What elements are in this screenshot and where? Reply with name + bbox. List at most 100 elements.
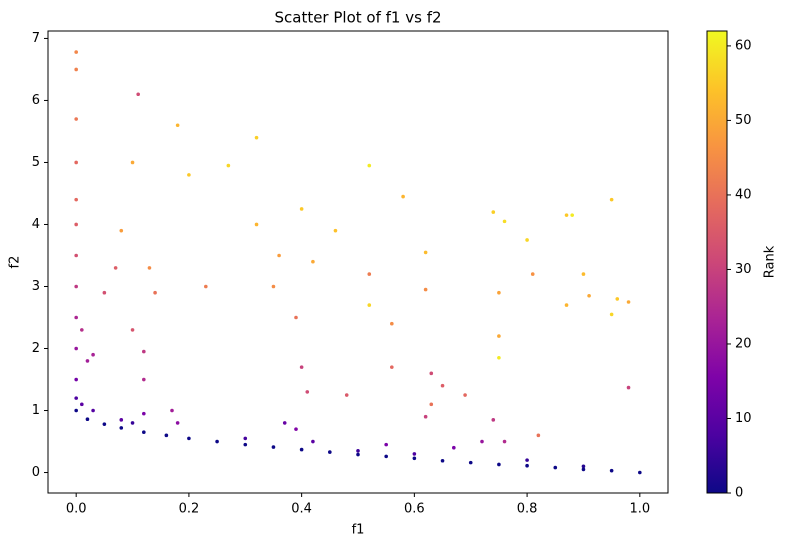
point [328,450,332,454]
point [80,328,84,332]
y-tick-label: 4 [32,217,40,232]
point [142,377,146,382]
point [147,266,152,270]
point [463,393,467,397]
point [525,463,529,468]
point [401,194,405,199]
point [277,253,281,258]
point [553,465,558,470]
point [440,458,445,463]
point [136,92,140,97]
x-tick-label: 0.0 [66,502,87,517]
point [74,377,78,382]
point [243,442,248,447]
point [130,421,135,425]
point [587,293,591,298]
point [530,272,535,276]
point [271,284,276,289]
point [175,123,180,128]
point [102,422,107,426]
x-tick-label: 0.6 [404,502,425,517]
point [384,442,388,447]
x-tick-label: 0.2 [179,502,200,517]
x-axis-label: f1 [352,523,365,538]
point [581,464,586,469]
point [74,315,78,320]
x-tick-label: 0.8 [517,502,538,517]
point [367,163,372,168]
point [119,418,124,422]
colorbar-label: Rank [763,245,778,278]
point [638,470,642,475]
point [609,468,614,473]
point [74,284,78,289]
point [480,439,484,444]
point [497,334,501,338]
point [80,402,84,407]
point [243,436,248,441]
y-tick-label: 7 [32,31,40,46]
colorbar-tick-label: 60 [735,38,752,53]
point [502,219,507,224]
point [164,433,169,438]
point [74,117,78,121]
point [74,222,78,227]
point [423,414,428,419]
point [294,315,298,320]
point [175,421,180,425]
point [564,213,569,217]
point [311,439,315,444]
y-tick-label: 0 [32,465,40,480]
colorbar-tick-label: 0 [735,486,743,501]
colorbar [706,30,728,494]
point [384,454,388,459]
point [254,222,259,227]
point [74,408,78,413]
point [142,349,146,354]
point [311,259,315,264]
point [282,421,287,425]
point [130,328,135,332]
point [609,312,614,317]
point [74,197,78,202]
point [491,418,496,422]
point [497,462,501,467]
point [204,284,208,289]
point [626,300,631,304]
point [423,287,428,292]
point [615,297,620,301]
point [581,272,586,276]
point [102,290,107,295]
colorbar-tick-label: 30 [735,262,752,277]
point [497,290,501,295]
point [271,445,276,449]
point [74,396,78,400]
point [626,385,631,390]
y-tick-label: 1 [32,403,40,418]
point [294,427,298,431]
point [344,393,349,397]
point [564,303,569,307]
point [153,290,157,295]
point [91,408,95,413]
y-axis-label: f2 [8,256,23,269]
point [570,213,574,217]
point [74,50,78,54]
point [502,439,507,444]
point [170,408,174,413]
x-tick-label: 0.4 [291,502,312,517]
point [142,411,146,416]
point [356,449,360,453]
point [299,365,304,369]
point [333,228,338,233]
point [74,160,78,165]
point [74,253,78,258]
point [142,430,146,435]
point [412,456,417,461]
point [440,383,445,388]
point [113,266,118,270]
colorbar-tick-label: 10 [735,411,752,426]
point [390,321,394,326]
y-tick-label: 6 [32,93,40,108]
